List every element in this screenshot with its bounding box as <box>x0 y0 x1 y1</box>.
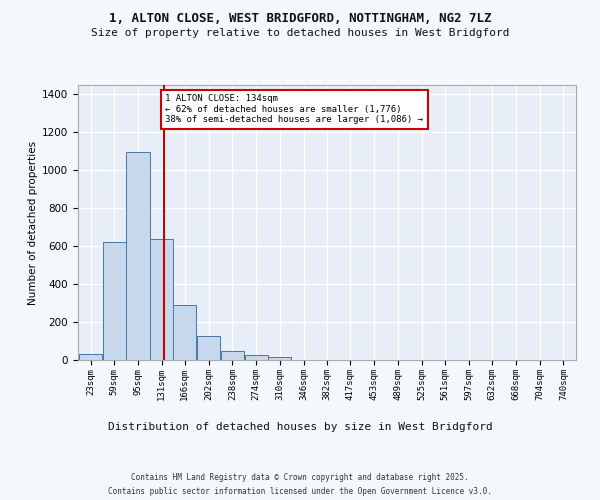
Bar <box>268 357 292 360</box>
Text: Size of property relative to detached houses in West Bridgford: Size of property relative to detached ho… <box>91 28 509 38</box>
Bar <box>103 242 126 360</box>
Text: Contains HM Land Registry data © Crown copyright and database right 2025.: Contains HM Land Registry data © Crown c… <box>131 472 469 482</box>
Bar <box>127 152 149 360</box>
Text: 1, ALTON CLOSE, WEST BRIDGFORD, NOTTINGHAM, NG2 7LZ: 1, ALTON CLOSE, WEST BRIDGFORD, NOTTINGH… <box>109 12 491 26</box>
Bar <box>245 356 268 360</box>
Bar <box>150 238 173 360</box>
Y-axis label: Number of detached properties: Number of detached properties <box>28 140 38 304</box>
Bar <box>197 336 220 360</box>
Text: Contains public sector information licensed under the Open Government Licence v3: Contains public sector information licen… <box>108 488 492 496</box>
Bar <box>173 305 196 360</box>
Text: Distribution of detached houses by size in West Bridgford: Distribution of detached houses by size … <box>107 422 493 432</box>
Text: 1 ALTON CLOSE: 134sqm
← 62% of detached houses are smaller (1,776)
38% of semi-d: 1 ALTON CLOSE: 134sqm ← 62% of detached … <box>165 94 423 124</box>
Bar <box>79 354 102 360</box>
Bar <box>221 350 244 360</box>
